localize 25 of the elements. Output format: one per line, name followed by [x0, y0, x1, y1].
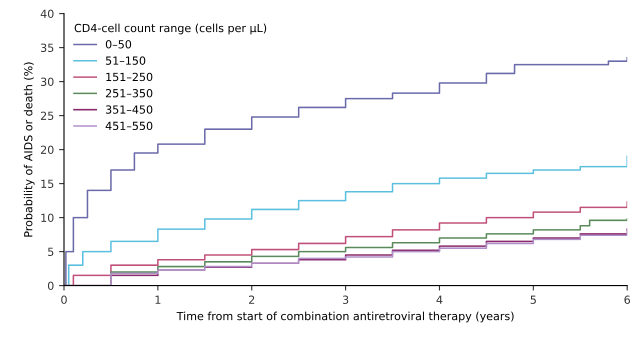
legend-label: 51–150	[106, 56, 146, 65]
y-tick-label: 0	[48, 282, 54, 290]
y-tick-label: 20	[40, 146, 54, 154]
legend-label: 0–50	[106, 40, 132, 49]
x-tick-label: 1	[156, 296, 160, 304]
legend-label: 451–550	[106, 122, 152, 130]
x-tick-label: 2	[249, 296, 254, 304]
y-axis-title: Probability of AIDS or death (%)	[24, 62, 35, 237]
x-tick-label: 3	[342, 296, 348, 304]
y-tick-label: 25	[40, 112, 54, 120]
y-tick-label: 30	[40, 78, 54, 86]
legend-label: 151–250	[106, 72, 152, 82]
x-tick-label: 6	[624, 296, 630, 304]
y-tick-label: 35	[40, 44, 54, 52]
legend-label: 251–350	[106, 89, 152, 98]
y-tick-label: 10	[41, 214, 54, 222]
x-tick-label: 0	[61, 296, 67, 304]
legend-title: CD4-cell count range (cells per µL)	[74, 24, 266, 34]
x-tick-label: 4	[436, 296, 442, 304]
y-tick-label: 40	[40, 10, 54, 18]
x-tick-label: 5	[530, 296, 536, 304]
y-tick-label: 15	[41, 180, 54, 188]
legend-label: 351–450	[106, 105, 152, 114]
x-axis-title: Time from start of combination antiretroviral therapy (years)	[176, 312, 514, 322]
y-tick-label: 5	[48, 248, 54, 256]
